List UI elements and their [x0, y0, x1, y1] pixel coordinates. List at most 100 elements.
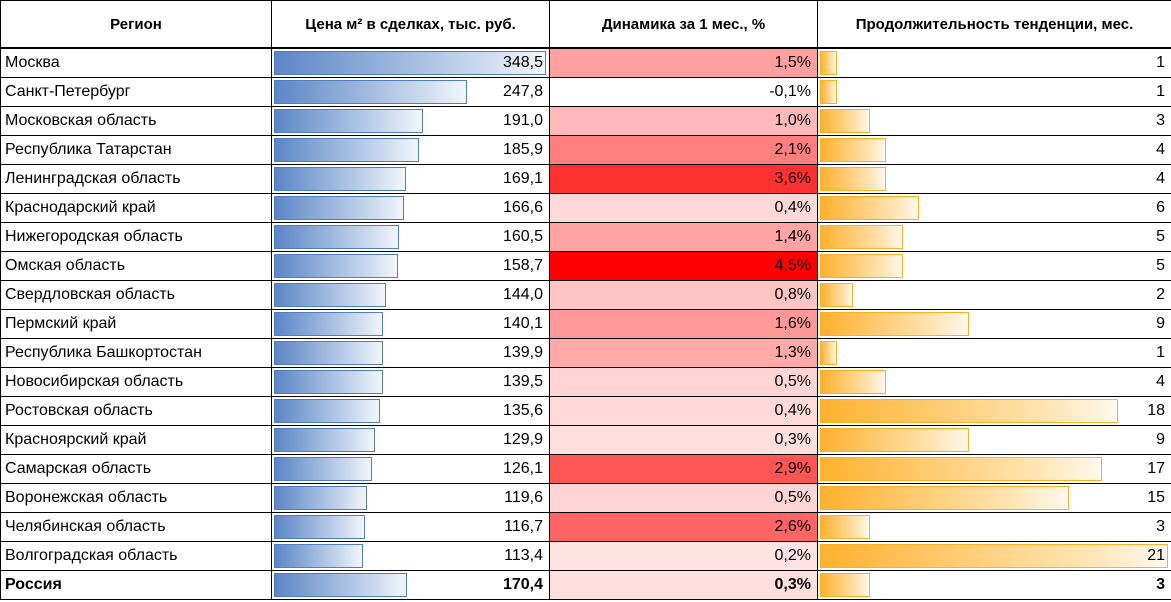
header-duration[interactable]: Продолжительность тенденции, мес. — [817, 0, 1171, 49]
duration-cell[interactable]: 1 — [817, 77, 1171, 107]
dynamics-cell[interactable]: 0,4% — [549, 193, 818, 223]
price-cell[interactable]: 191,0 — [271, 106, 550, 136]
duration-cell[interactable]: 5 — [817, 222, 1171, 252]
duration-cell[interactable]: 6 — [817, 193, 1171, 223]
region-cell[interactable]: Республика Татарстан — [0, 135, 272, 165]
dynamics-cell[interactable]: 0,3% — [549, 570, 818, 600]
price-cell[interactable]: 185,9 — [271, 135, 550, 165]
price-value: 170,4 — [502, 576, 543, 593]
duration-cell[interactable]: 9 — [817, 425, 1171, 455]
duration-data-bar — [820, 428, 969, 452]
price-cell[interactable]: 348,5 — [271, 47, 550, 78]
dynamics-cell[interactable]: 1,5% — [549, 47, 818, 78]
duration-cell[interactable]: 1 — [817, 338, 1171, 368]
price-cell[interactable]: 158,7 — [271, 251, 550, 281]
price-value: 191,0 — [502, 112, 543, 129]
dynamics-cell[interactable]: 0,4% — [549, 396, 818, 426]
price-cell[interactable]: 144,0 — [271, 280, 550, 310]
price-cell[interactable]: 166,6 — [271, 193, 550, 223]
region-cell[interactable]: Краснодарский край — [0, 193, 272, 223]
dynamics-cell[interactable]: 1,4% — [549, 222, 818, 252]
dynamics-cell[interactable]: 2,1% — [549, 135, 818, 165]
region-cell[interactable]: Омская область — [0, 251, 272, 281]
dynamics-cell[interactable]: 1,0% — [549, 106, 818, 136]
region-cell[interactable]: Волгоградская область — [0, 541, 272, 571]
table-row: Волгоградская область 113,4 0,2% 21 — [0, 541, 1171, 571]
dynamics-cell[interactable]: 0,5% — [549, 483, 818, 513]
region-cell[interactable]: Россия — [0, 570, 272, 600]
dynamics-value: 0,3% — [774, 576, 811, 593]
duration-cell[interactable]: 3 — [817, 106, 1171, 136]
duration-cell[interactable]: 4 — [817, 135, 1171, 165]
dynamics-cell[interactable]: 1,3% — [549, 338, 818, 368]
region-cell[interactable]: Свердловская область — [0, 280, 272, 310]
region-cell[interactable]: Красноярский край — [0, 425, 272, 455]
price-data-bar — [274, 457, 372, 481]
dynamics-cell[interactable]: 0,5% — [549, 367, 818, 397]
price-cell[interactable]: 113,4 — [271, 541, 550, 571]
duration-cell[interactable]: 9 — [817, 309, 1171, 339]
price-cell[interactable]: 135,6 — [271, 396, 550, 426]
price-cell[interactable]: 129,9 — [271, 425, 550, 455]
region-cell[interactable]: Москва — [0, 47, 272, 78]
region-cell[interactable]: Пермский край — [0, 309, 272, 339]
region-cell[interactable]: Московская область — [0, 106, 272, 136]
dynamics-cell[interactable]: 3,6% — [549, 164, 818, 194]
header-price[interactable]: Цена м² в сделках, тыс. руб. — [271, 0, 550, 49]
dynamics-value: 0,8% — [774, 286, 811, 303]
duration-cell[interactable]: 5 — [817, 251, 1171, 281]
price-data-bar — [274, 486, 367, 510]
price-cell[interactable]: 126,1 — [271, 454, 550, 484]
dynamics-color-fill — [550, 281, 817, 309]
price-cell[interactable]: 169,1 — [271, 164, 550, 194]
region-cell[interactable]: Ленинградская область — [0, 164, 272, 194]
dynamics-value: 4,5% — [774, 257, 811, 274]
dynamics-value: 0,2% — [774, 547, 811, 564]
region-cell[interactable]: Челябинская область — [0, 512, 272, 542]
price-cell[interactable]: 139,5 — [271, 367, 550, 397]
price-cell[interactable]: 116,7 — [271, 512, 550, 542]
price-cell[interactable]: 247,8 — [271, 77, 550, 107]
duration-cell[interactable]: 4 — [817, 164, 1171, 194]
header-region[interactable]: Регион — [0, 0, 272, 49]
price-cell[interactable]: 140,1 — [271, 309, 550, 339]
duration-cell[interactable]: 21 — [817, 541, 1171, 571]
dynamics-color-fill — [550, 397, 817, 425]
price-cell[interactable]: 170,4 — [271, 570, 550, 600]
price-value: 140,1 — [502, 315, 543, 332]
price-cell[interactable]: 139,9 — [271, 338, 550, 368]
duration-cell[interactable]: 2 — [817, 280, 1171, 310]
duration-cell[interactable]: 3 — [817, 570, 1171, 600]
dynamics-cell[interactable]: 4,5% — [549, 251, 818, 281]
region-cell[interactable]: Новосибирская область — [0, 367, 272, 397]
dynamics-cell[interactable]: 1,6% — [549, 309, 818, 339]
price-data-bar — [274, 225, 399, 249]
dynamics-cell[interactable]: 0,8% — [549, 280, 818, 310]
region-cell[interactable]: Воронежская область — [0, 483, 272, 513]
duration-cell[interactable]: 1 — [817, 47, 1171, 78]
dynamics-cell[interactable]: 0,2% — [549, 541, 818, 571]
header-dynamics[interactable]: Динамика за 1 мес., % — [549, 0, 818, 49]
duration-data-bar — [820, 573, 870, 597]
table-row: Краснодарский край 166,6 0,4% 6 — [0, 193, 1171, 223]
price-value: 158,7 — [502, 257, 543, 274]
dynamics-cell[interactable]: 2,6% — [549, 512, 818, 542]
region-cell[interactable]: Нижегородская область — [0, 222, 272, 252]
region-cell[interactable]: Самарская область — [0, 454, 272, 484]
duration-cell[interactable]: 15 — [817, 483, 1171, 513]
dynamics-color-fill — [550, 455, 817, 483]
dynamics-cell[interactable]: -0,1% — [549, 77, 818, 107]
price-cell[interactable]: 119,6 — [271, 483, 550, 513]
dynamics-cell[interactable]: 2,9% — [549, 454, 818, 484]
region-cell[interactable]: Республика Башкортостан — [0, 338, 272, 368]
duration-cell[interactable]: 3 — [817, 512, 1171, 542]
duration-cell[interactable]: 18 — [817, 396, 1171, 426]
region-cell[interactable]: Санкт-Петербург — [0, 77, 272, 107]
dynamics-cell[interactable]: 0,3% — [549, 425, 818, 455]
region-cell[interactable]: Ростовская область — [0, 396, 272, 426]
duration-cell[interactable]: 17 — [817, 454, 1171, 484]
duration-data-bar — [820, 399, 1118, 423]
duration-cell[interactable]: 4 — [817, 367, 1171, 397]
price-cell[interactable]: 160,5 — [271, 222, 550, 252]
